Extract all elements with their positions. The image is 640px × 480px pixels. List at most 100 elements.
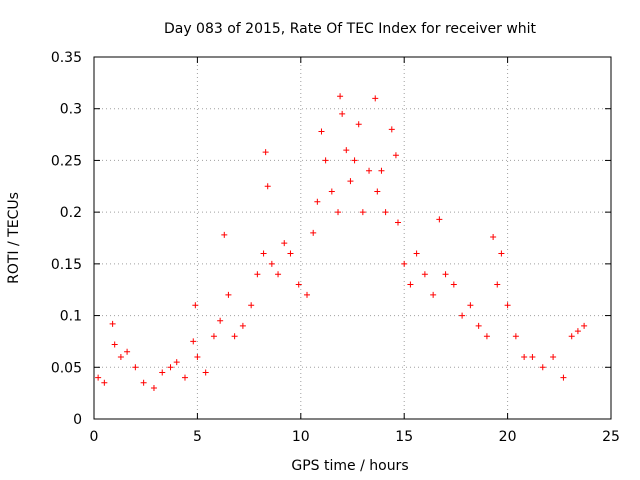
data-point (318, 128, 325, 135)
data-point (450, 281, 457, 288)
data-point (190, 338, 197, 345)
x-axis-label: GPS time / hours (291, 458, 408, 474)
data-point (95, 374, 102, 381)
data-point (304, 291, 311, 298)
x-tick-label: 10 (292, 429, 310, 445)
data-point (117, 353, 124, 360)
data-point (322, 157, 329, 164)
y-tick-label: 0.35 (51, 50, 82, 66)
data-point (401, 260, 408, 267)
data-point (231, 333, 238, 340)
data-point (459, 312, 466, 319)
data-point (351, 157, 358, 164)
data-point (268, 260, 275, 267)
x-tick-label: 25 (602, 429, 620, 445)
plot-frame (93, 56, 612, 420)
data-point (221, 231, 228, 238)
data-point (217, 317, 224, 324)
data-point (421, 271, 428, 278)
data-point (467, 302, 474, 309)
x-tick-label: 20 (499, 429, 517, 445)
data-point (150, 384, 157, 391)
data-point (568, 333, 575, 340)
data-point (210, 333, 217, 340)
data-point (167, 364, 174, 371)
data-point (159, 369, 166, 376)
y-tick-label: 0.2 (60, 205, 82, 221)
data-point (328, 188, 335, 195)
data-point (430, 291, 437, 298)
data-point (529, 353, 536, 360)
data-points (95, 93, 588, 391)
y-tick-label: 0.3 (60, 102, 82, 118)
data-point (339, 110, 346, 117)
data-point (192, 302, 199, 309)
data-point (337, 93, 344, 100)
data-point (483, 333, 490, 340)
data-point (394, 219, 401, 226)
data-point (239, 322, 246, 329)
data-point (442, 271, 449, 278)
x-tick-label: 0 (90, 429, 99, 445)
data-point (475, 322, 482, 329)
data-point (378, 167, 385, 174)
data-point (254, 271, 261, 278)
data-point (335, 209, 342, 216)
y-tick-label: 0 (73, 412, 82, 428)
data-point (359, 209, 366, 216)
y-tick-label: 0.15 (51, 257, 82, 273)
data-point (295, 281, 302, 288)
data-point (504, 302, 511, 309)
data-point (264, 183, 271, 190)
data-point (124, 348, 131, 355)
data-point (355, 121, 362, 128)
data-point (281, 240, 288, 247)
data-point (194, 353, 201, 360)
data-point (388, 126, 395, 133)
data-point (181, 374, 188, 381)
y-tick-label: 0.05 (51, 360, 82, 376)
data-point (109, 320, 116, 327)
data-point (581, 322, 588, 329)
y-tick-label: 0.25 (51, 153, 82, 169)
data-point (382, 209, 389, 216)
data-point (173, 359, 180, 366)
data-point (436, 216, 443, 223)
data-point (374, 188, 381, 195)
data-point (550, 353, 557, 360)
data-point (225, 291, 232, 298)
data-point (347, 178, 354, 185)
axis-ticks: 0 5 10 15 20 25 0 0.05 0.1 0.15 0.2 0.25 0.3 0.35 (51, 50, 620, 445)
data-point (490, 233, 497, 240)
data-point (539, 364, 546, 371)
data-point (314, 198, 321, 205)
data-point (275, 271, 282, 278)
x-tick-label: 15 (395, 429, 413, 445)
data-point (343, 147, 350, 154)
grid-lines (94, 57, 611, 419)
data-point (111, 341, 118, 348)
data-point (262, 149, 269, 156)
data-point (521, 353, 528, 360)
data-point (413, 250, 420, 257)
data-point (132, 364, 139, 371)
data-point (260, 250, 267, 257)
data-point (310, 229, 317, 236)
chart-title: Day 083 of 2015, Rate Of TEC Index for r… (164, 21, 537, 37)
data-point (248, 302, 255, 309)
data-point (574, 328, 581, 335)
y-tick-label: 0.1 (60, 309, 82, 325)
data-point (392, 152, 399, 159)
y-axis-label: ROTI / TECUs (6, 192, 22, 284)
data-point (498, 250, 505, 257)
data-point (372, 95, 379, 102)
x-tick-label: 5 (193, 429, 202, 445)
data-point (140, 379, 147, 386)
data-point (560, 374, 567, 381)
data-point (494, 281, 501, 288)
data-point (287, 250, 294, 257)
data-point (202, 369, 209, 376)
data-point (512, 333, 519, 340)
data-point (101, 379, 108, 386)
